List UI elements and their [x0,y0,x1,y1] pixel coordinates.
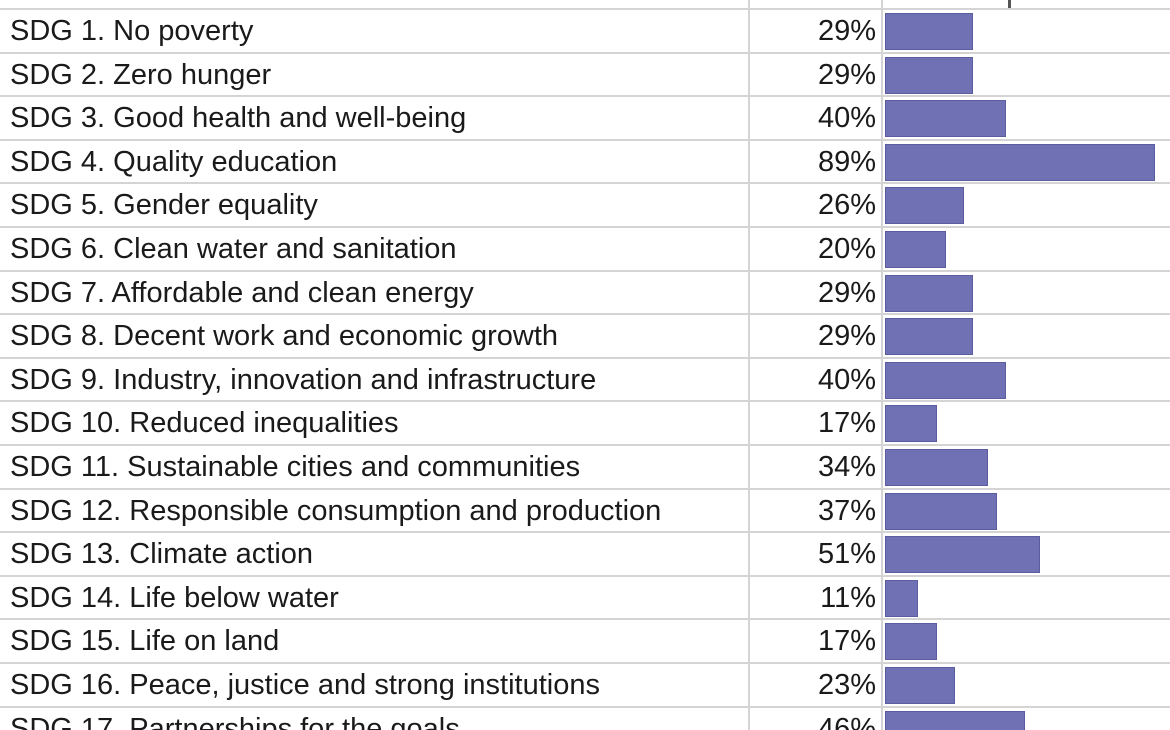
bar [885,623,937,661]
category-label: SDG 12. Responsible consumption and prod… [10,494,662,527]
bar [885,274,973,312]
value-label: 17% [817,625,876,658]
value-label: 20% [817,233,876,265]
column-divider-value [881,0,883,730]
table-row: SDG 5. Gender equality 26% [0,184,1170,228]
bar [885,143,1155,181]
category-label: SDG 17. Partnerships for the goals [10,712,460,730]
category-label: SDG 9. Industry, innovation and infrastr… [10,363,597,396]
category-label: SDG 15. Life on land [10,625,280,658]
bar [885,13,973,50]
value-label: 11% [820,581,876,614]
table-row: SDG 10. Reduced inequalities 17% [0,402,1170,446]
value-label: 23% [817,669,876,701]
bar [885,187,964,225]
bar [885,667,955,704]
table-row: SDG 1. No poverty 29% [0,10,1170,54]
table-row: SDG 2. Zero hunger 29% [0,54,1170,98]
bar [885,231,946,268]
category-label: SDG 4. Quality education [10,145,338,178]
value-label: 40% [817,363,876,396]
category-label: SDG 16. Peace, justice and strong instit… [10,669,600,701]
table-row: SDG 15. Life on land 17% [0,620,1170,664]
value-label: 26% [817,189,876,222]
category-label: SDG 8. Decent work and economic growth [10,320,559,353]
value-label: 29% [817,320,876,353]
category-label: SDG 1. No poverty [10,15,254,47]
category-label: SDG 6. Clean water and sanitation [10,233,457,265]
bar [885,318,973,356]
value-label: 17% [817,407,876,440]
value-label: 89% [817,145,876,178]
value-label: 51% [817,538,876,571]
table-row: SDG 17. Partnerships for the goals 46% [0,708,1170,730]
category-label: SDG 13. Climate action [10,538,314,571]
table-row: SDG 12. Responsible consumption and prod… [0,490,1170,534]
column-divider-label [748,0,750,730]
value-label: 34% [817,451,876,483]
header-text-fragment [1008,0,1011,8]
table-row: SDG 16. Peace, justice and strong instit… [0,664,1170,708]
table-row: SDG 13. Climate action 51% [0,533,1170,577]
category-label: SDG 7. Affordable and clean energy [10,276,474,309]
bar [885,100,1006,138]
bar [885,536,1040,574]
value-label: 37% [817,494,876,527]
bar [885,405,937,443]
category-label: SDG 10. Reduced inequalities [10,407,399,440]
table-row: SDG 11. Sustainable cities and communiti… [0,446,1170,490]
category-label: SDG 2. Zero hunger [10,58,272,91]
category-label: SDG 14. Life below water [10,581,339,614]
table-header-border [0,0,1170,10]
bar [885,449,988,486]
value-label: 29% [817,58,876,91]
table-row: SDG 14. Life below water 11% [0,577,1170,621]
table-row: SDG 8. Decent work and economic growth 29… [0,315,1170,359]
category-label: SDG 3. Good health and well-being [10,102,467,135]
bar [885,579,918,617]
value-label: 46% [817,712,876,730]
bar [885,492,997,530]
value-label: 29% [817,276,876,309]
value-label: 40% [817,102,876,135]
bar [885,710,1025,730]
table-row: SDG 9. Industry, innovation and infrastr… [0,359,1170,403]
category-label: SDG 11. Sustainable cities and communiti… [10,451,581,483]
bar [885,361,1006,399]
bar [885,56,973,94]
table-row: SDG 7. Affordable and clean energy 29% [0,272,1170,316]
value-label: 29% [817,15,876,47]
table-row: SDG 4. Quality education 89% [0,141,1170,185]
table-row: SDG 3. Good health and well-being 40% [0,97,1170,141]
table-row: SDG 6. Clean water and sanitation 20% [0,228,1170,272]
category-label: SDG 5. Gender equality [10,189,318,222]
